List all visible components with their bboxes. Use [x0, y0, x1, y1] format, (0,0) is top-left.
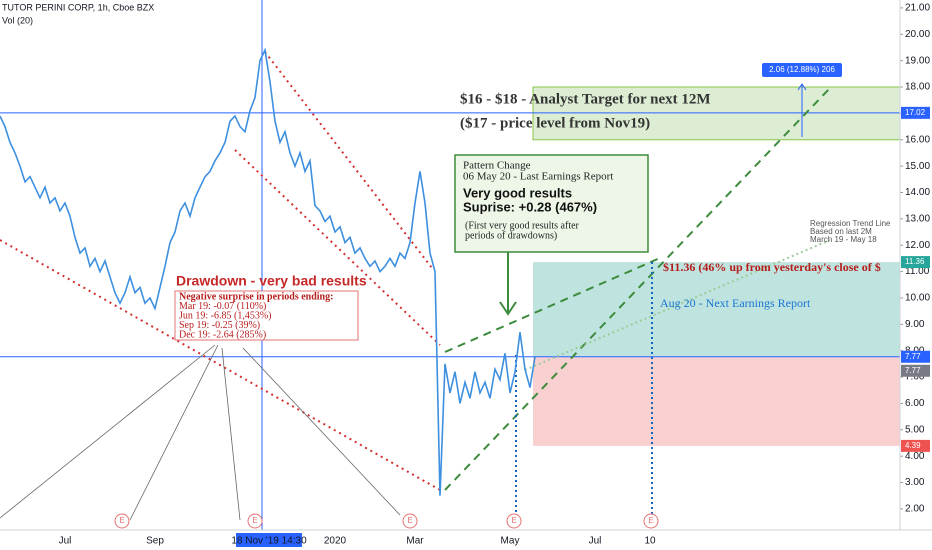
arrow-head [499, 301, 517, 316]
pointer [242, 347, 401, 516]
annotation: March 19 - May 18 [810, 235, 877, 244]
price-line [0, 47, 536, 496]
annotation: Aug 20 - Next Earnings Report [660, 296, 811, 310]
earnings-marker [643, 513, 659, 529]
earnings-marker [506, 513, 522, 529]
annotation: Sep 19: -0.25 (39%) [179, 320, 260, 331]
y-tick-label: 11.00 [905, 266, 930, 277]
y-tick-label: 3.00 [905, 477, 925, 488]
annotation: Mar 19: -0.07 (110%) [179, 301, 266, 312]
price-badge-label: 4.39 [905, 441, 921, 450]
earnings-label: E [252, 516, 257, 525]
y-tick-label: 6.00 [905, 398, 925, 409]
x-tick-label: 2020 [324, 536, 347, 547]
zone [533, 356, 900, 446]
crosshair-label-bg [236, 533, 302, 547]
annotation: Suprise: +0.28 (467%) [463, 199, 597, 214]
trend-line [0, 239, 441, 491]
annotation: Negative surprise in periods ending: [179, 291, 333, 302]
earnings-label: E [648, 516, 653, 525]
annotation: Pattern Change [463, 160, 531, 172]
y-tick-label: 2.00 [905, 504, 925, 515]
annotation: ($17 - price level from Nov19) [460, 115, 650, 131]
y-tick-label: 10.00 [905, 293, 930, 304]
annotation: Jun 19: -6.85 (1,453%) [179, 310, 272, 321]
annotation: $16 - $18 - Analyst Target for next 12M [460, 91, 711, 107]
earnings-label: E [119, 516, 124, 525]
regression-line [524, 239, 831, 371]
trend-line [444, 87, 831, 491]
arrow-head [797, 83, 807, 91]
earnings-label: E [407, 516, 412, 525]
trend-line [444, 257, 661, 353]
y-tick-label: 19.00 [905, 55, 930, 66]
annotation: (First very good results after [465, 220, 580, 231]
y-tick-label: 7.00 [905, 372, 925, 383]
price-badge [901, 256, 930, 269]
x-tick-label: Mar [406, 536, 424, 547]
annotation: Very good results [463, 185, 572, 200]
x-tick-label: 10 [644, 536, 656, 547]
note-box [174, 290, 359, 341]
x-tick-label: Sep [146, 536, 164, 547]
x-tick-label: May [501, 536, 520, 547]
y-tick-label: 18.00 [905, 82, 930, 93]
x-tick-label: Jul [589, 536, 602, 547]
pointer [0, 344, 216, 519]
earnings-marker [402, 513, 418, 529]
indicator: Vol (20) [2, 15, 33, 25]
price-axis [900, 0, 932, 550]
y-tick-label: 5.00 [905, 424, 925, 435]
trend-line [264, 51, 433, 269]
y-tick-label: 16.00 [905, 134, 930, 145]
y-tick-label: 13.00 [905, 213, 930, 224]
x-tick-label: 18 Nov '19 14:30 [231, 536, 307, 547]
x-tick-label: Jul [59, 536, 72, 547]
price-badge [901, 364, 930, 377]
annotation: 06 May 20 - Last Earnings Report [463, 171, 613, 183]
pointer [221, 347, 241, 521]
annotation: Dec 19: -2.64 (285%) [179, 329, 266, 340]
measure-label: 2.06 (12.88%) 206 [769, 65, 835, 74]
price-badge-label: 11.36 [905, 257, 925, 266]
annotation: periods of drawdowns) [465, 230, 557, 241]
earnings-marker [247, 513, 263, 529]
price-badge [901, 439, 930, 452]
drawings [0, 0, 831, 530]
trend-line [234, 149, 441, 346]
y-tick-label: 9.00 [905, 319, 925, 330]
price-badge-label: 7.77 [905, 366, 921, 375]
price-badge-label: 17.02 [905, 108, 926, 117]
y-tick-label: 12.00 [905, 240, 930, 251]
y-tick-label: 20.00 [905, 29, 930, 40]
note-box [454, 154, 649, 253]
y-tick-label: 21.00 [905, 3, 930, 14]
zone [532, 86, 901, 141]
price-badge-label: 7.77 [905, 352, 921, 361]
pointer [129, 344, 219, 521]
y-tick-label: 4.00 [905, 451, 925, 462]
y-tick-label: 14.00 [905, 187, 930, 198]
earnings-label: E [511, 516, 516, 525]
annotation: $11.36 (46% up from yesterday's close of… [663, 260, 881, 274]
header: TUTOR PERINI CORP, 1h, Cboe BZX [2, 2, 154, 12]
price-badge [901, 106, 930, 119]
measure-badge [762, 63, 842, 77]
earnings-marker [114, 513, 130, 529]
annotation: Regression Trend Line [810, 219, 891, 228]
annotation: Based on last 2M [810, 227, 872, 236]
y-tick-label: 15.00 [905, 161, 930, 172]
price-badge [901, 350, 930, 363]
annotation: Drawdown - very bad results [176, 273, 367, 289]
